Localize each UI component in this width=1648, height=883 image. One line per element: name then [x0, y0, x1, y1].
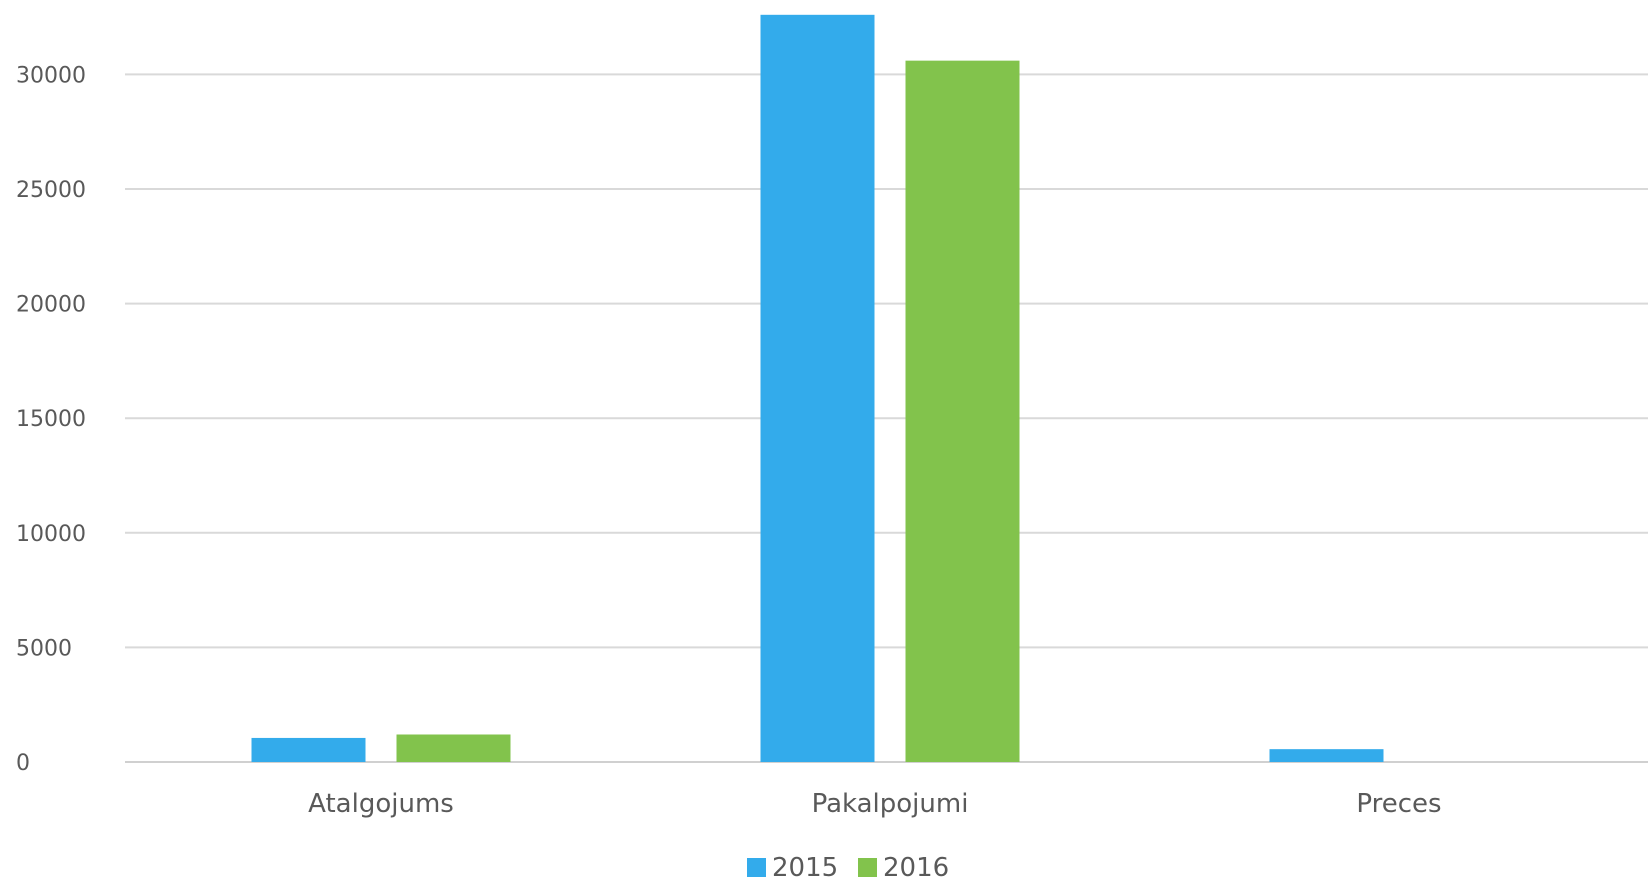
y-tick-label: 20000 — [16, 293, 86, 318]
legend-swatch-2015 — [747, 858, 766, 877]
bar-preces-2015 — [1269, 749, 1384, 762]
y-tick-label: 10000 — [16, 522, 86, 547]
x-category-label: Preces — [1356, 789, 1441, 819]
gridlines — [125, 73, 1648, 763]
bar-pakalpojumi-2016 — [905, 60, 1020, 762]
legend: 2015 2016 — [747, 853, 949, 883]
x-category-label: Atalgojums — [308, 789, 454, 819]
y-tick-label: 30000 — [16, 63, 86, 88]
y-tick-label: 5000 — [16, 636, 72, 661]
legend-label-2015: 2015 — [772, 853, 838, 883]
y-axis-tick-labels: 0 5000 10000 15000 20000 25000 30000 — [16, 63, 86, 776]
bar-atalgojums-2015 — [251, 737, 366, 762]
y-tick-label: 0 — [16, 751, 30, 776]
bar-pakalpojumi-2015 — [760, 14, 875, 763]
y-tick-label: 15000 — [16, 407, 86, 432]
legend-label-2016: 2016 — [883, 853, 949, 883]
y-tick-label: 25000 — [16, 178, 86, 203]
x-category-label: Pakalpojumi — [812, 789, 969, 819]
x-axis-category-labels: Atalgojums Pakalpojumi Preces — [308, 789, 1441, 819]
bar-atalgojums-2016 — [396, 734, 511, 762]
bars — [251, 14, 1384, 763]
legend-swatch-2016 — [858, 858, 877, 877]
